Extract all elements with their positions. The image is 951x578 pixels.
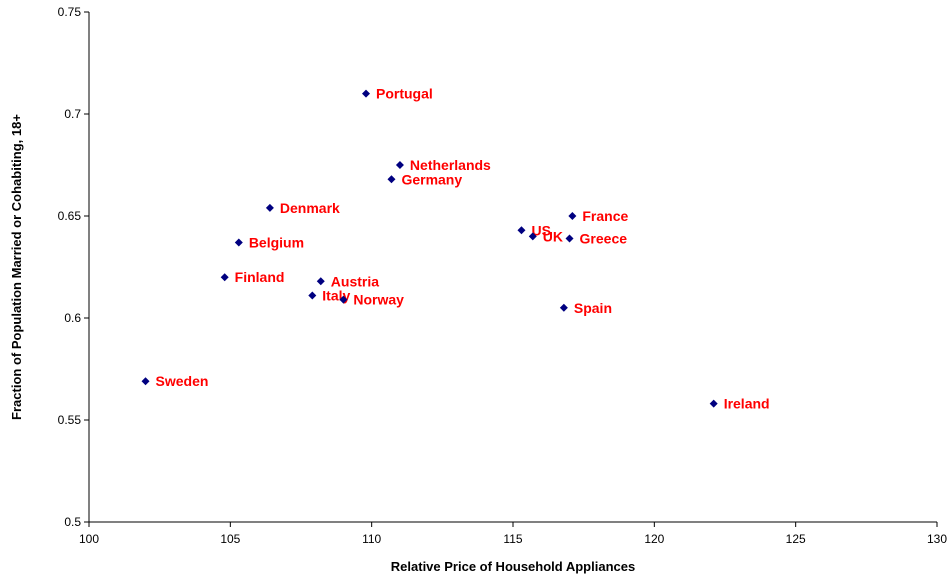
data-point-austria: Austria: [316, 273, 379, 289]
point-marker: [141, 377, 150, 386]
point-marker: [395, 161, 404, 169]
x-tick-label: 120: [644, 532, 664, 546]
y-tick-label: 0.75: [58, 5, 82, 19]
point-marker: [339, 295, 348, 304]
data-point-germany: Germany: [387, 171, 462, 187]
point-marker: [559, 303, 568, 312]
point-marker: [528, 232, 537, 241]
point-label: Ireland: [724, 396, 770, 412]
point-marker: [387, 175, 396, 184]
axes: [88, 12, 937, 523]
data-point-denmark: Denmark: [265, 200, 340, 216]
x-tick-label: 110: [362, 532, 381, 546]
point-label: Netherlands: [410, 157, 491, 173]
data-point-greece: Greece: [565, 230, 628, 246]
y-tick-label: 0.65: [58, 209, 82, 223]
data-point-portugal: Portugal: [362, 86, 433, 102]
point-marker: [362, 89, 371, 98]
point-label: France: [582, 208, 628, 224]
data-point-netherlands: Netherlands: [395, 157, 491, 173]
data-point-finland: Finland: [220, 269, 285, 285]
x-tick-label: 130: [927, 532, 947, 546]
y-tick-label: 0.55: [58, 413, 82, 427]
point-marker: [308, 291, 317, 300]
x-axis-ticks: 100 105 110 115 120 125 130: [79, 522, 947, 546]
point-label: Belgium: [249, 235, 304, 251]
point-label: Sweden: [156, 373, 209, 389]
x-tick-label: 100: [79, 532, 99, 546]
point-label: Germany: [401, 171, 462, 187]
data-point-sweden: Sweden: [141, 373, 209, 389]
data-point-norway: Norway: [339, 292, 404, 308]
point-marker: [220, 273, 229, 282]
point-marker: [709, 399, 718, 408]
y-tick-label: 0.5: [64, 515, 81, 529]
y-axis-ticks: 0.5 0.55 0.6 0.65 0.7 0.75: [58, 5, 89, 529]
point-label: Portugal: [376, 86, 433, 102]
point-label: Denmark: [280, 200, 340, 216]
point-marker: [517, 226, 526, 235]
x-tick-label: 125: [786, 532, 806, 546]
data-point-france: France: [568, 208, 628, 224]
point-label: Austria: [331, 273, 379, 289]
data-point-us: US: [517, 222, 551, 238]
point-label: Italy: [322, 288, 350, 304]
data-point-ireland: Ireland: [709, 396, 770, 412]
x-axis-title: Relative Price of Household Appliances: [391, 559, 635, 574]
point-label: Finland: [235, 269, 285, 285]
y-axis-title: Fraction of Population Married or Cohabi…: [9, 114, 24, 420]
point-marker: [234, 238, 243, 247]
point-marker: [316, 277, 325, 286]
point-label: US: [531, 222, 550, 238]
y-tick-label: 0.6: [64, 311, 81, 325]
data-point-uk: UK: [528, 228, 563, 244]
point-label: Norway: [353, 292, 404, 308]
x-tick-label: 105: [220, 532, 240, 546]
x-tick-label: 115: [503, 532, 522, 546]
point-marker: [565, 234, 574, 243]
data-point-belgium: Belgium: [234, 235, 304, 251]
y-tick-label: 0.7: [64, 107, 81, 121]
point-marker: [265, 203, 274, 212]
data-point-spain: Spain: [559, 300, 612, 316]
point-label: UK: [543, 228, 563, 244]
point-label: Greece: [580, 230, 628, 246]
point-label: Spain: [574, 300, 612, 316]
point-marker: [568, 212, 577, 220]
